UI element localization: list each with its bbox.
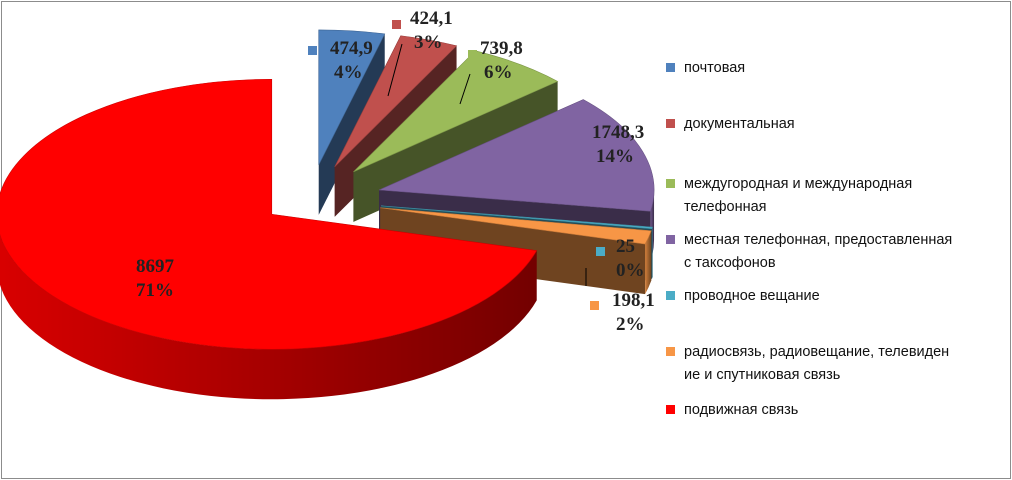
legend-item-1: почтовая [666, 60, 745, 76]
data-label-value-2: 424,1 [410, 8, 453, 29]
data-label-value-6: 198,1 [612, 290, 655, 311]
legend-item-2: документальная [666, 116, 795, 132]
data-label-percent-6: 2% [616, 314, 645, 335]
legend-swatch-2 [666, 119, 675, 128]
legend-label-3-line-1: междугородная и международная [684, 176, 912, 192]
data-label-marker-4 [568, 133, 577, 142]
data-label-value-5: 25 [616, 236, 635, 257]
pie-slice-6-top [380, 207, 652, 245]
legend-swatch-3 [666, 179, 675, 188]
data-label-percent-3: 6% [484, 62, 513, 83]
legend-label-2-line-1: документальная [684, 116, 795, 132]
pie-slice-4-top [378, 99, 655, 212]
data-label-value-3: 739,8 [480, 38, 523, 59]
legend-swatch-1 [666, 63, 675, 72]
data-label-value-7: 8697 [136, 256, 175, 277]
data-label-value-4: 1748,3 [592, 122, 644, 143]
data-label-percent-2: 3% [414, 32, 443, 53]
pie-slice-7-wall [0, 234, 537, 400]
legend-item-4: местная телефонная, предоставленная с так… [666, 232, 952, 271]
legend-label-6-line-1: радиосвязь, радиовещание, телевиден [684, 344, 949, 360]
data-label-6: 198,1 2% [585, 268, 655, 335]
data-label-1: 474,9 4% [308, 38, 373, 83]
data-label-percent-4: 14% [596, 146, 634, 167]
legend-label-7-line-1: подвижная связь [684, 402, 798, 418]
pie-slice-2-top [334, 35, 458, 168]
data-label-marker-5 [596, 247, 605, 256]
pie-slice-5-top [380, 205, 653, 230]
data-label-marker-2 [392, 20, 401, 29]
legend: почтовая документальная междугородная и ме… [666, 60, 952, 418]
legend-swatch-5 [666, 291, 675, 300]
legend-label-4-line-2: с таксофонов [684, 255, 776, 271]
pie-slice-6-wall [645, 230, 652, 295]
data-label-2: 424,1 3% [387, 8, 453, 97]
data-label-3: 739,8 6% [459, 38, 523, 105]
data-label-7: 8697 71% [136, 256, 175, 301]
legend-item-3: междугородная и международная телефонная [666, 176, 912, 215]
legend-item-7: подвижная связь [666, 402, 798, 418]
data-label-marker-6 [590, 301, 599, 310]
legend-label-1-line-1: почтовая [684, 60, 745, 76]
legend-swatch-4 [666, 235, 675, 244]
legend-label-5-line-1: проводное вещание [684, 288, 820, 304]
data-label-value-1: 474,9 [330, 38, 373, 59]
data-label-marker-1 [308, 46, 317, 55]
data-label-percent-7: 71% [136, 280, 174, 301]
pie-slice-1-top [318, 29, 386, 166]
legend-swatch-6 [666, 347, 675, 356]
data-label-4: 1748,3 14% [568, 122, 644, 167]
pie-slice-7-top [0, 78, 538, 350]
data-label-marker-3 [468, 50, 477, 59]
data-label-percent-1: 4% [334, 62, 363, 83]
data-label-5: 250% [596, 236, 645, 281]
legend-item-6: радиосвязь, радиовещание, телевиден ие и … [666, 344, 949, 383]
legend-label-3-line-2: телефонная [684, 199, 767, 215]
legend-label-4-line-1: местная телефонная, предоставленная [684, 232, 952, 248]
legend-label-6-line-2: ие и спутниковая связь [684, 367, 840, 383]
pie-slice-5-wall [652, 227, 653, 279]
leader-line-3 [459, 73, 471, 105]
pie-slice-7 [0, 78, 538, 400]
data-label-percent-5: 0% [616, 260, 645, 281]
leader-line-2 [387, 43, 403, 97]
legend-item-5: проводное вещание [666, 288, 820, 304]
legend-swatch-7 [666, 405, 675, 414]
